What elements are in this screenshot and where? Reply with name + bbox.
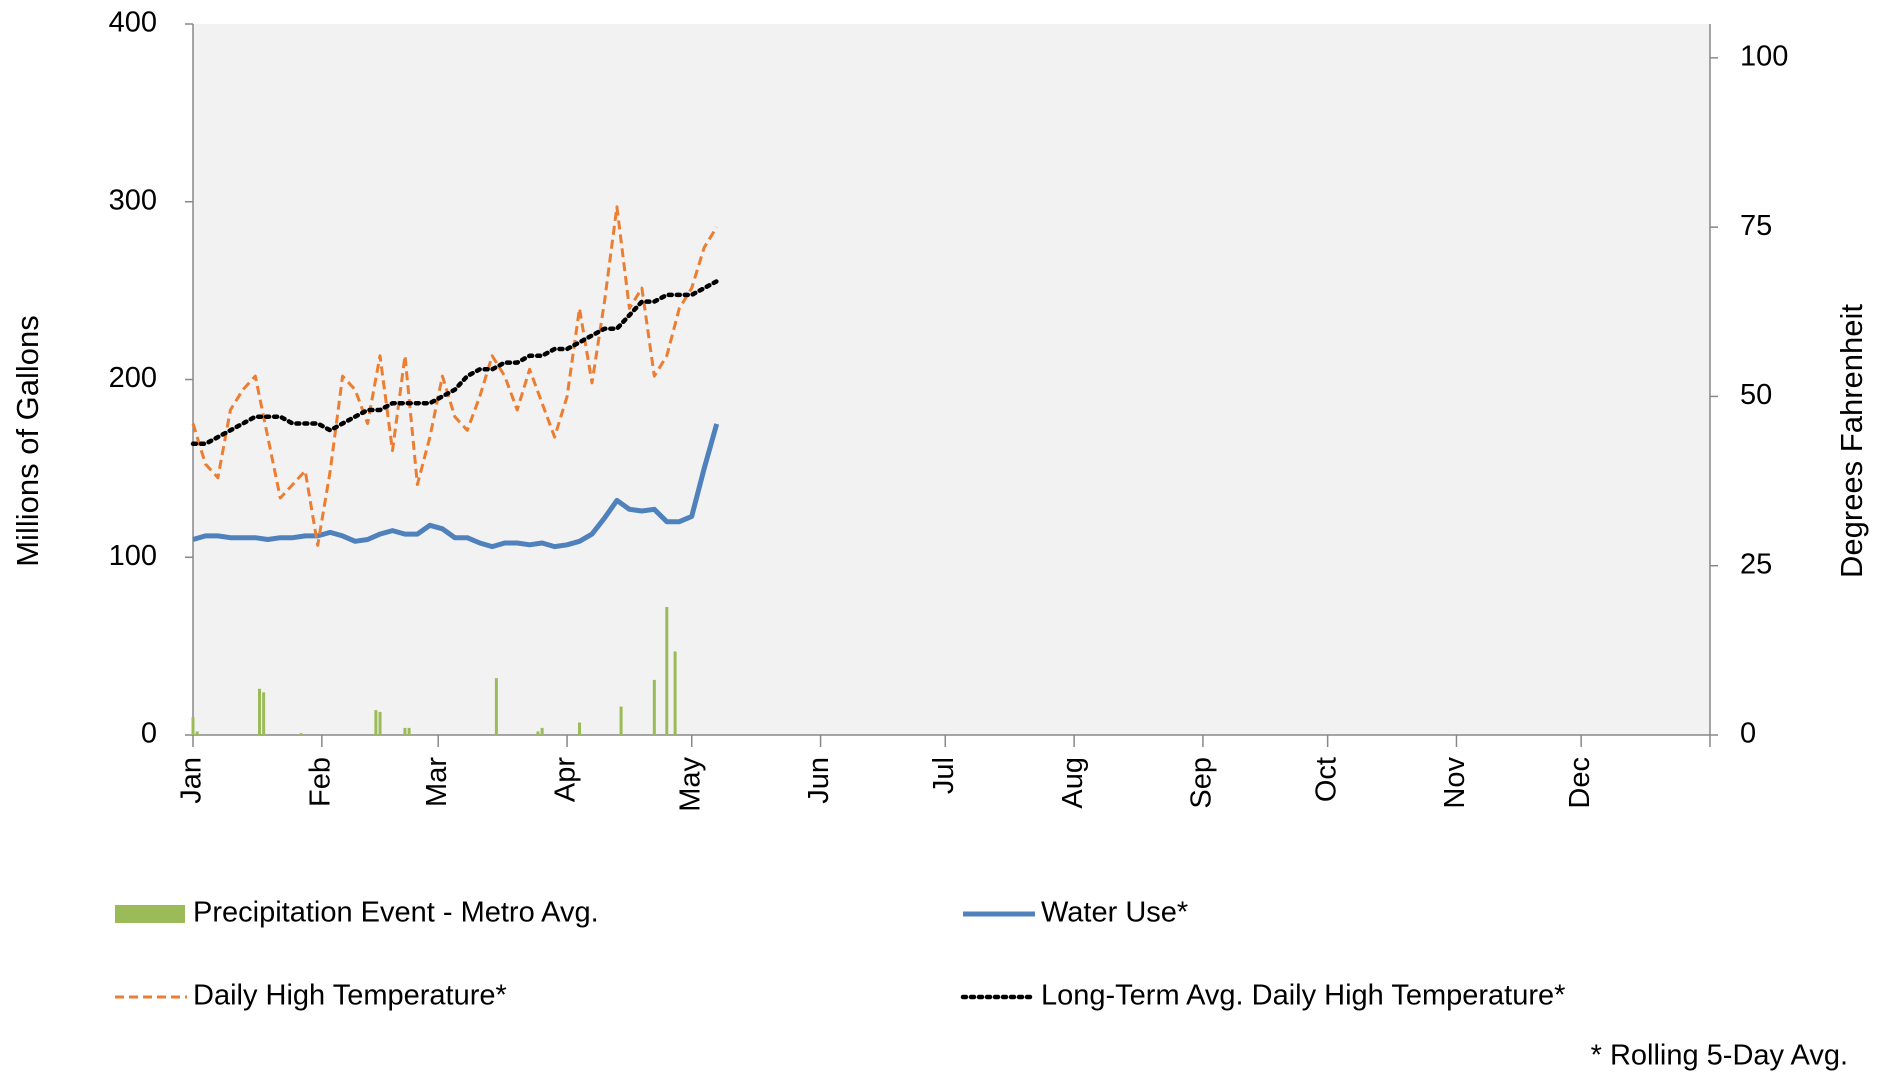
series-line — [190, 279, 719, 447]
precip-bar — [540, 727, 544, 735]
precip-bar — [407, 727, 411, 735]
y2-tick-label: 25 — [1740, 548, 1772, 580]
y2-axis-title: Degrees Fahrenheit — [1834, 304, 1869, 578]
legend-label: Water Use* — [1041, 897, 1188, 929]
precip-bar — [257, 688, 261, 735]
precip-bar — [652, 679, 656, 735]
precip-bar — [673, 651, 677, 735]
precip-bar — [374, 710, 378, 735]
plot-area — [193, 24, 1710, 735]
precip-bar — [378, 711, 382, 735]
legend-label: Daily High Temperature* — [193, 980, 507, 1012]
y2-tick-label: 0 — [1740, 718, 1756, 750]
y-tick-label: 200 — [109, 362, 157, 394]
x-tick-label: Aug — [1057, 757, 1089, 809]
x-tick-label: Dec — [1564, 757, 1596, 809]
x-tick-label: Jun — [803, 757, 835, 804]
footnote: * Rolling 5-Day Avg. — [1591, 1040, 1848, 1072]
y-axis-title: Millions of Gallons — [10, 315, 45, 567]
x-tick-label: Oct — [1310, 757, 1342, 802]
series-line — [191, 205, 718, 547]
legend-label: Long-Term Avg. Daily High Temperature* — [1041, 980, 1565, 1012]
x-tick-label: Jul — [928, 757, 960, 794]
precip-bar — [195, 731, 199, 735]
legend-label: Precipitation Event - Metro Avg. — [193, 897, 599, 929]
x-tick-label: Nov — [1439, 757, 1471, 809]
precip-bar — [536, 731, 540, 735]
x-tick-label: Sep — [1186, 757, 1218, 809]
precip-bar — [262, 692, 266, 735]
precip-bar — [494, 678, 498, 735]
precip-bar — [619, 706, 623, 735]
x-tick-label: Jan — [176, 757, 208, 804]
precip-bar — [665, 607, 669, 735]
y2-tick-label: 75 — [1740, 210, 1772, 242]
y2-tick-label: 100 — [1740, 41, 1788, 73]
x-tick-label: Mar — [421, 757, 453, 807]
y2-tick-label: 50 — [1740, 379, 1772, 411]
y-tick-label: 0 — [141, 718, 157, 750]
series-line — [192, 423, 720, 550]
precip-bar — [299, 733, 303, 735]
legend-swatch — [115, 905, 185, 923]
y-tick-label: 300 — [109, 184, 157, 216]
precip-bar — [578, 722, 582, 735]
y-tick-label: 400 — [109, 7, 157, 39]
y-tick-label: 100 — [109, 540, 157, 572]
precip-bar — [403, 727, 407, 735]
x-tick-label: May — [674, 757, 706, 812]
precip-bar — [191, 717, 195, 735]
x-tick-label: Apr — [550, 757, 582, 802]
x-tick-label: Feb — [304, 757, 336, 807]
